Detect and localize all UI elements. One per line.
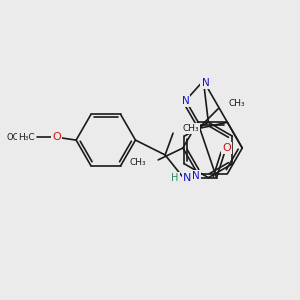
Text: O: O — [52, 132, 61, 142]
Text: CH₃: CH₃ — [183, 124, 200, 133]
Text: N: N — [183, 173, 191, 183]
Text: N: N — [202, 78, 209, 88]
Text: O: O — [222, 143, 231, 153]
Text: O: O — [52, 132, 61, 142]
Text: H: H — [171, 173, 179, 183]
Text: OCH₃: OCH₃ — [7, 133, 29, 142]
Text: H₃C: H₃C — [18, 133, 34, 142]
Text: CH₃: CH₃ — [130, 158, 146, 167]
Text: CH₃: CH₃ — [183, 124, 200, 133]
Text: N: N — [182, 96, 189, 106]
Text: CH₃: CH₃ — [228, 99, 245, 108]
Text: O: O — [52, 132, 61, 142]
Text: N: N — [192, 171, 200, 181]
